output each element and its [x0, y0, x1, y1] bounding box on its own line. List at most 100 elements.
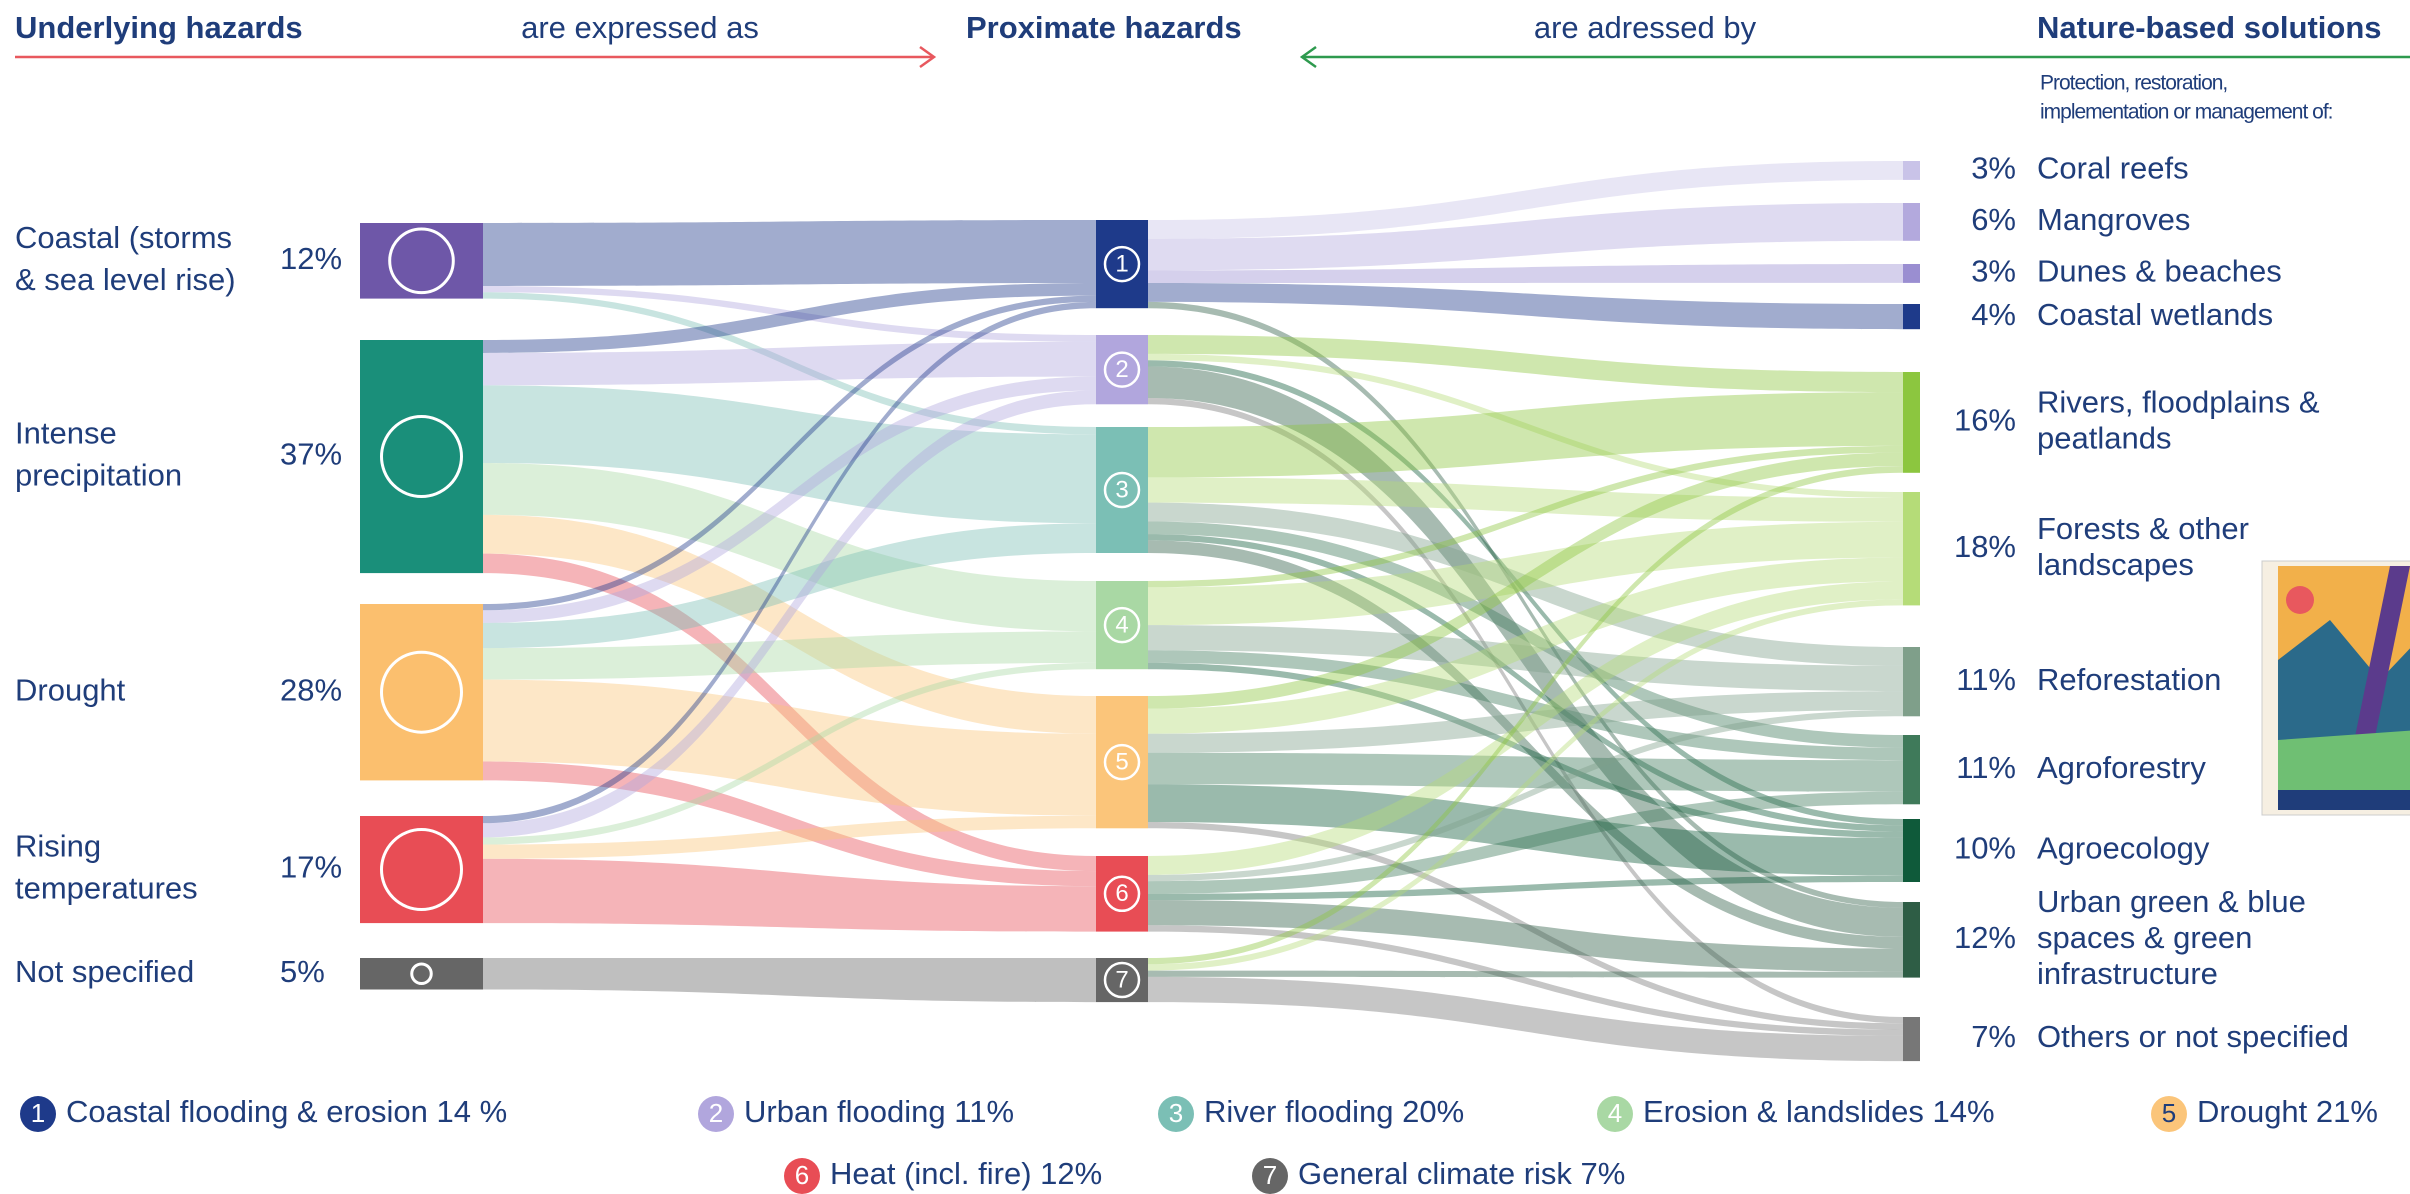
node-icon — [380, 650, 463, 734]
arrow-head-green — [1299, 45, 1317, 69]
links — [483, 161, 1903, 1062]
link — [1148, 540, 1903, 949]
node-label: Rising — [15, 829, 101, 864]
node — [1903, 735, 1920, 805]
link — [483, 390, 1096, 838]
legend-value: 14 % — [437, 1094, 508, 1129]
legend-name: Coastal flooding & erosion — [66, 1094, 428, 1129]
node-number: 6 — [1115, 880, 1128, 907]
arrow-head-red — [919, 45, 937, 69]
legend-name: River flooding — [1204, 1094, 1394, 1129]
link — [1148, 925, 1903, 1036]
link — [483, 463, 1096, 632]
subtitle: Protection, restoration, — [2040, 72, 2227, 95]
legend-value: 20% — [1402, 1094, 1464, 1129]
node-number: 2 — [1115, 356, 1128, 383]
legend-value: 11% — [954, 1094, 1014, 1129]
node-number: 7 — [1115, 966, 1128, 993]
legend-name: Erosion & landslides — [1643, 1094, 1924, 1129]
legend-value: 21% — [2316, 1094, 2378, 1129]
link — [1148, 662, 1903, 838]
node — [1903, 372, 1920, 473]
node-label: peatlands — [2037, 421, 2171, 456]
node-number: 4 — [1115, 611, 1128, 638]
node-label: Coastal wetlands — [2037, 297, 2273, 332]
link — [483, 815, 1096, 859]
node-badge — [1103, 606, 1141, 644]
node-label: Others or not specified — [2037, 1019, 2349, 1054]
node-label: Coastal (storms — [15, 220, 232, 255]
node-icon — [380, 415, 463, 499]
link — [1148, 353, 1903, 498]
link — [1148, 203, 1903, 271]
node-label: infrastructure — [2037, 956, 2218, 991]
node — [1903, 304, 1920, 330]
node — [360, 340, 483, 574]
legend-number: 4 — [1608, 1098, 1622, 1128]
legend-value: 12% — [1040, 1156, 1102, 1191]
link — [1148, 581, 1903, 875]
legend-name: Urban flooding — [744, 1094, 946, 1129]
legend-value: 14% — [1933, 1094, 1995, 1129]
legend-name: Drought — [2197, 1094, 2308, 1129]
link — [1148, 557, 1903, 734]
node-label: Agroforestry — [2037, 750, 2206, 785]
link — [1148, 366, 1903, 937]
link — [483, 631, 1096, 680]
link — [1148, 398, 1903, 1024]
link — [483, 679, 1096, 816]
legend-label: Drought 21% — [2197, 1094, 2378, 1129]
node-badge — [1103, 351, 1141, 388]
link — [1148, 976, 1903, 1062]
node-badge — [1103, 743, 1141, 781]
node-label: landscapes — [2037, 547, 2194, 582]
node-value: 10% — [1954, 831, 2016, 866]
link — [1148, 502, 1903, 666]
node-value: 12% — [280, 241, 342, 276]
node-badge — [1103, 875, 1141, 913]
legend-badge — [1252, 1158, 1288, 1194]
node — [1903, 492, 1920, 606]
node-badge — [1103, 245, 1141, 283]
link — [483, 958, 1096, 1003]
node-value: 18% — [1954, 529, 2016, 564]
legend-label: Heat (incl. fire) 12% — [830, 1156, 1102, 1191]
legend-badge — [698, 1096, 734, 1132]
legend-label: General climate risk 7% — [1298, 1156, 1625, 1191]
link — [483, 301, 1096, 824]
node — [1903, 161, 1920, 180]
link — [1148, 875, 1903, 901]
node — [360, 816, 483, 924]
node-value: 11% — [1956, 750, 2016, 785]
node-label: Rivers, floodplains & — [2037, 385, 2320, 420]
node-label: & sea level rise) — [15, 262, 236, 297]
link — [1148, 691, 1903, 753]
node-value: 7% — [1971, 1019, 2016, 1054]
link — [1148, 161, 1903, 239]
node — [1903, 902, 1920, 978]
link — [483, 523, 1096, 649]
link — [483, 761, 1096, 887]
report-cover — [2261, 560, 2410, 816]
node-label: Coral reefs — [2037, 151, 2189, 186]
legend-name: General climate risk — [1298, 1156, 1572, 1191]
subtitle: implementation or management of: — [2040, 101, 2333, 124]
header-middle: Proximate hazards — [966, 10, 1242, 45]
link — [1148, 466, 1903, 965]
link — [1148, 264, 1903, 283]
link — [483, 286, 1096, 342]
link — [1148, 534, 1903, 832]
node-value: 5% — [280, 954, 325, 989]
legend-badge — [784, 1158, 820, 1194]
link — [1148, 392, 1903, 478]
link — [1148, 970, 1903, 978]
legend-label: Coastal flooding & erosion 14 % — [66, 1094, 507, 1129]
link — [1148, 283, 1903, 330]
link — [1148, 710, 1903, 882]
node-number: 1 — [1115, 250, 1128, 277]
node — [360, 223, 483, 299]
legend-number: 2 — [709, 1098, 723, 1128]
link — [483, 341, 1096, 386]
legend-label: Urban flooding 11% — [744, 1094, 1014, 1129]
